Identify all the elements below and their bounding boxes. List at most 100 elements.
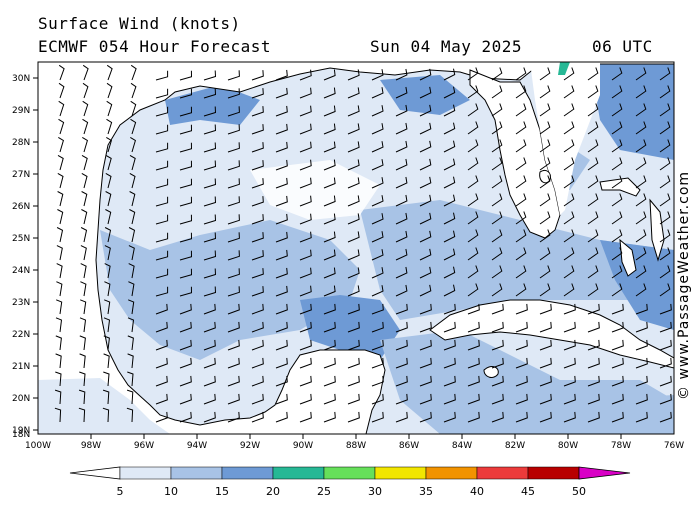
wind-barb [611,411,624,423]
wind-barb [611,67,623,81]
wind-barb [104,263,111,279]
wind-barb [443,411,456,423]
wind-barb [299,141,312,153]
wind-barb [203,106,217,117]
wind-barb [79,371,86,387]
svg-text:80W: 80W [558,441,578,451]
wind-barb [371,339,384,351]
wind-barb [659,283,671,297]
wind-barb [395,158,408,171]
wind-barb [611,265,623,279]
wind-barb [587,85,599,99]
wind-barb [587,283,599,297]
wind-barb [127,317,135,333]
wind-zone-strong [380,75,470,115]
wind-barb [227,88,240,99]
wind-barb [635,303,648,315]
wind-barb [515,321,528,333]
wind-barb [82,82,89,99]
wind-barb [323,213,336,225]
wind-barb [155,124,169,135]
wind-barb [539,283,551,297]
wind-barb [419,357,432,369]
svg-text:22N: 22N [12,330,30,340]
wind-barb [56,299,63,315]
wind-barb [419,122,432,135]
wind-barb [106,82,113,99]
wind-barb [635,411,648,423]
wind-barb [395,284,408,297]
wind-barb [203,214,217,225]
wind-barb [130,136,136,153]
lat-label-20n: 20N [12,394,38,404]
lon-label-88w: 88W [346,434,366,451]
wind-barb [539,121,551,135]
wind-barb [128,227,136,243]
wind-barb [299,357,312,369]
wind-barb [587,375,600,387]
wind-barb [587,229,599,243]
wind-barb [179,124,193,135]
wind-barb [371,357,384,369]
wind-barb [539,357,552,369]
wind-barb [419,393,432,405]
wind-barb [587,321,600,333]
wind-barb [105,172,112,189]
svg-text:29N: 29N [12,106,30,116]
colorbar-label-5: 5 [117,485,124,498]
wind-barb [467,283,479,297]
wind-barb [227,160,240,171]
colorbar-label-20: 20 [266,485,280,498]
wind-barb [54,389,62,405]
wind-barb [371,177,384,189]
wind-barb [539,375,552,387]
wind-barb [659,303,672,315]
wind-barb [203,303,216,315]
wind-barb [251,196,264,207]
wind-barb [155,214,169,225]
wind-barb [563,375,576,387]
colorbar-label-35: 35 [419,485,433,498]
forecast-date: Sun 04 May 2025 [370,37,522,56]
lat-label-29n: 29N [12,106,38,116]
wind-barb [659,247,671,261]
svg-text:78W: 78W [611,441,631,451]
lon-label-100w: 100W [25,441,51,451]
wind-barb [56,281,63,297]
svg-text:98W: 98W [81,441,101,451]
lat-label-22n: 22N [12,330,38,340]
wind-barb [323,87,336,99]
wind-barb [443,68,456,81]
wind-barb [563,247,575,261]
wind-barb [155,178,169,189]
wind-barb [563,121,575,135]
wind-barb [227,268,240,279]
wind-barb [323,411,336,423]
lat-label-24n: 24N [12,266,38,276]
wind-barb [179,321,192,333]
wind-barb [127,353,134,369]
land-andros [619,238,637,277]
wind-barb [275,357,288,369]
wind-barb [227,214,240,225]
wind-barb [323,123,336,135]
wind-barb [491,157,503,171]
wind-barb [275,231,288,243]
wind-barb [57,172,64,189]
wind-barb [419,321,432,333]
wind-barb [251,70,264,81]
wind-barb [419,104,432,117]
colorbar-label-10: 10 [164,485,178,498]
wind-barb [539,211,551,225]
wind-barb [491,211,503,225]
wind-barb [203,375,216,387]
wind-barb [371,141,384,153]
wind-barb [443,104,456,117]
wind-barb [659,229,671,243]
land-cuba [429,299,674,369]
wind-barb [81,191,88,207]
wind-barb [347,123,360,135]
lat-label-19n: 19N [12,426,38,436]
wind-barb [104,227,112,243]
wind-barb [611,375,624,387]
